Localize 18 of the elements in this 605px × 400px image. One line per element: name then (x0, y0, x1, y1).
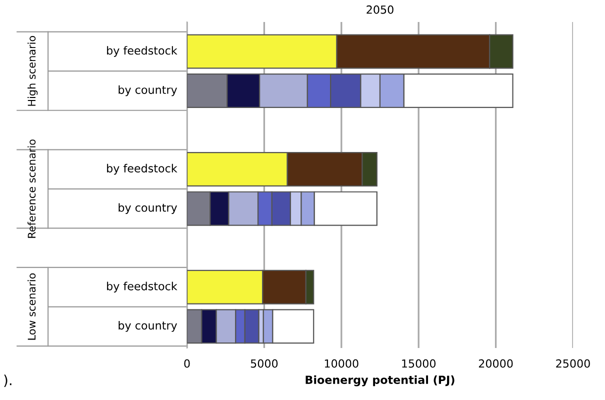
x-tick-label: 15000 (402, 359, 436, 368)
text: Reference scenario (28, 140, 36, 238)
chart-title: 2050 (366, 5, 394, 14)
text: High scenario (28, 36, 38, 106)
y-tick-label: by feedstock (107, 282, 178, 292)
x-tick-label: 25000 (556, 359, 590, 368)
x-tick-label: 5000 (250, 359, 278, 368)
y-tick-label: by country (118, 321, 178, 332)
y-tick-label: by feedstock (107, 164, 178, 175)
x-tick-label: 10000 (324, 359, 358, 368)
x-axis-title: Bioenergy potential (PJ) (306, 375, 454, 386)
y-tick-label: by country (118, 85, 178, 96)
text: ). (4, 374, 12, 387)
x-tick-label: 20000 (478, 359, 513, 368)
y-tick-label: by feedstock (107, 46, 178, 57)
y-tick-label: by country (118, 203, 178, 214)
x-tick-label: 0 (184, 359, 190, 368)
text: Low scenario (28, 273, 36, 340)
